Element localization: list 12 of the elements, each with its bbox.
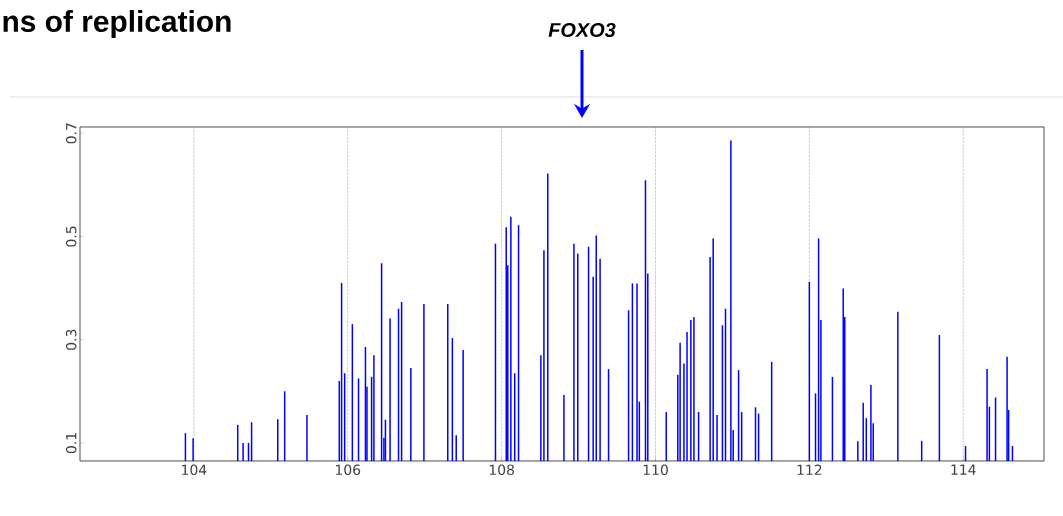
y-tick-label: 0.7 xyxy=(65,123,77,144)
x-tick-label: 110 xyxy=(643,464,668,476)
x-tick-label: 108 xyxy=(489,464,514,476)
x-tick-label: 112 xyxy=(797,464,822,475)
y-tick-label: 0.5 xyxy=(65,226,77,247)
chart-title: ns of replication xyxy=(3,10,231,38)
text: FOXO3 xyxy=(548,22,616,38)
x-tick-label: 106 xyxy=(335,464,361,476)
x-tick-label: 104 xyxy=(182,464,207,476)
y-tick-label: 0.3 xyxy=(65,329,77,350)
y-tick-label: 0.1 xyxy=(65,433,77,454)
x-tick-label: 114 xyxy=(951,464,976,475)
